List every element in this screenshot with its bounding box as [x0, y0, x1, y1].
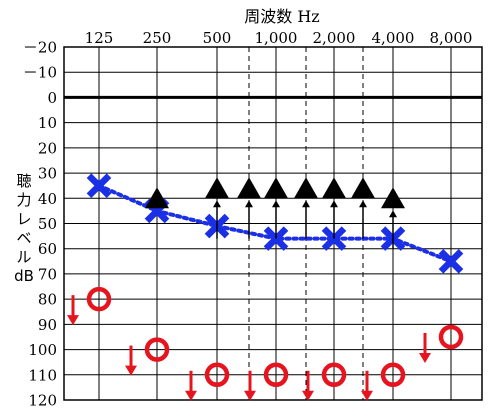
scale-out-arrow-head — [361, 390, 373, 401]
circle-marker-shape — [321, 362, 347, 388]
y-tick-label: －20 — [23, 39, 57, 57]
y-tick-label: 10 — [38, 114, 57, 132]
circle-marker-shape — [438, 324, 464, 350]
scale-out-arrow-head — [302, 200, 310, 208]
y-axis-title-char: 力 — [16, 191, 31, 209]
y-tick-label: 60 — [38, 240, 57, 258]
scale-out-arrow-head — [359, 200, 367, 208]
y-tick-label: 90 — [38, 316, 57, 334]
triangle-marker — [294, 177, 318, 239]
triangle-marker — [145, 187, 169, 209]
triangle-marker-shape — [322, 177, 346, 199]
circle-marker — [185, 362, 230, 401]
scale-out-arrow-head — [213, 200, 221, 208]
scale-out-arrow-head — [245, 200, 253, 208]
triangle-marker-shape — [264, 177, 288, 199]
triangle-marker — [322, 177, 346, 239]
triangle-marker — [237, 177, 261, 239]
y-tick-label: 50 — [38, 215, 57, 233]
x-axis-title: 周波数 Hz — [244, 7, 319, 26]
scale-out-arrow-head — [125, 365, 137, 376]
circle-marker — [361, 362, 406, 401]
y-tick-label: 100 — [28, 341, 57, 359]
triangle-marker — [205, 177, 229, 239]
circle-marker — [125, 337, 170, 376]
scale-out-arrow-head — [272, 200, 280, 208]
triangle-marker — [381, 187, 405, 249]
scale-out-arrow-head — [244, 390, 256, 401]
circle-marker-shape — [86, 286, 112, 312]
circle-marker — [67, 286, 112, 326]
y-tick-label: －10 — [23, 64, 57, 82]
x-tick-label: 4,000 — [372, 29, 415, 47]
x-tick-label: 1,000 — [255, 29, 298, 47]
triangle-marker-shape — [294, 177, 318, 199]
y-tick-label: 30 — [38, 165, 57, 183]
x-tick-label: 250 — [143, 29, 172, 47]
y-axis-title-char: 聴 — [16, 172, 31, 190]
triangle-marker-shape — [205, 177, 229, 199]
circle-marker — [302, 362, 347, 401]
y-tick-label: 120 — [28, 392, 57, 410]
x-tick-label: 125 — [85, 29, 114, 47]
scale-out-arrow-head — [185, 390, 197, 401]
y-axis-title-char: ベ — [16, 229, 31, 247]
x-tick-label: 8,000 — [430, 29, 473, 47]
x-marker — [438, 249, 464, 274]
triangle-marker-shape — [145, 187, 169, 209]
circle-marker-shape — [380, 362, 406, 388]
scale-out-arrow-head — [330, 200, 338, 208]
circle-marker-shape — [204, 362, 230, 388]
y-tick-label: 40 — [38, 190, 57, 208]
y-tick-label: 20 — [38, 139, 57, 157]
y-tick-label: 70 — [38, 265, 57, 283]
y-axis-title-char: dB — [14, 267, 34, 285]
x-tick-label: 2,000 — [313, 29, 356, 47]
scale-out-arrow-head — [419, 352, 431, 363]
x-tick-label: 500 — [203, 29, 232, 47]
scale-out-arrow-head — [302, 390, 314, 401]
x-marker-stroke — [438, 249, 464, 274]
circle-marker-shape — [144, 337, 170, 362]
scale-out-arrow-head — [389, 210, 397, 218]
x-marker-stroke — [86, 173, 112, 198]
triangle-marker-shape — [381, 187, 405, 209]
circle-marker-shape — [263, 362, 289, 388]
y-tick-label: 110 — [28, 366, 57, 384]
triangle-marker — [351, 177, 375, 239]
triangle-marker — [264, 177, 288, 239]
y-tick-label: 0 — [47, 89, 57, 107]
x-marker — [86, 173, 112, 198]
triangle-marker-shape — [351, 177, 375, 199]
y-axis-title-char: ル — [16, 248, 31, 266]
circle-marker — [419, 324, 464, 363]
circle-marker — [244, 362, 289, 401]
y-axis-title-char: レ — [16, 210, 31, 228]
scale-out-arrow-head — [67, 315, 79, 326]
y-tick-label: 80 — [38, 291, 57, 309]
triangle-marker-shape — [237, 177, 261, 199]
